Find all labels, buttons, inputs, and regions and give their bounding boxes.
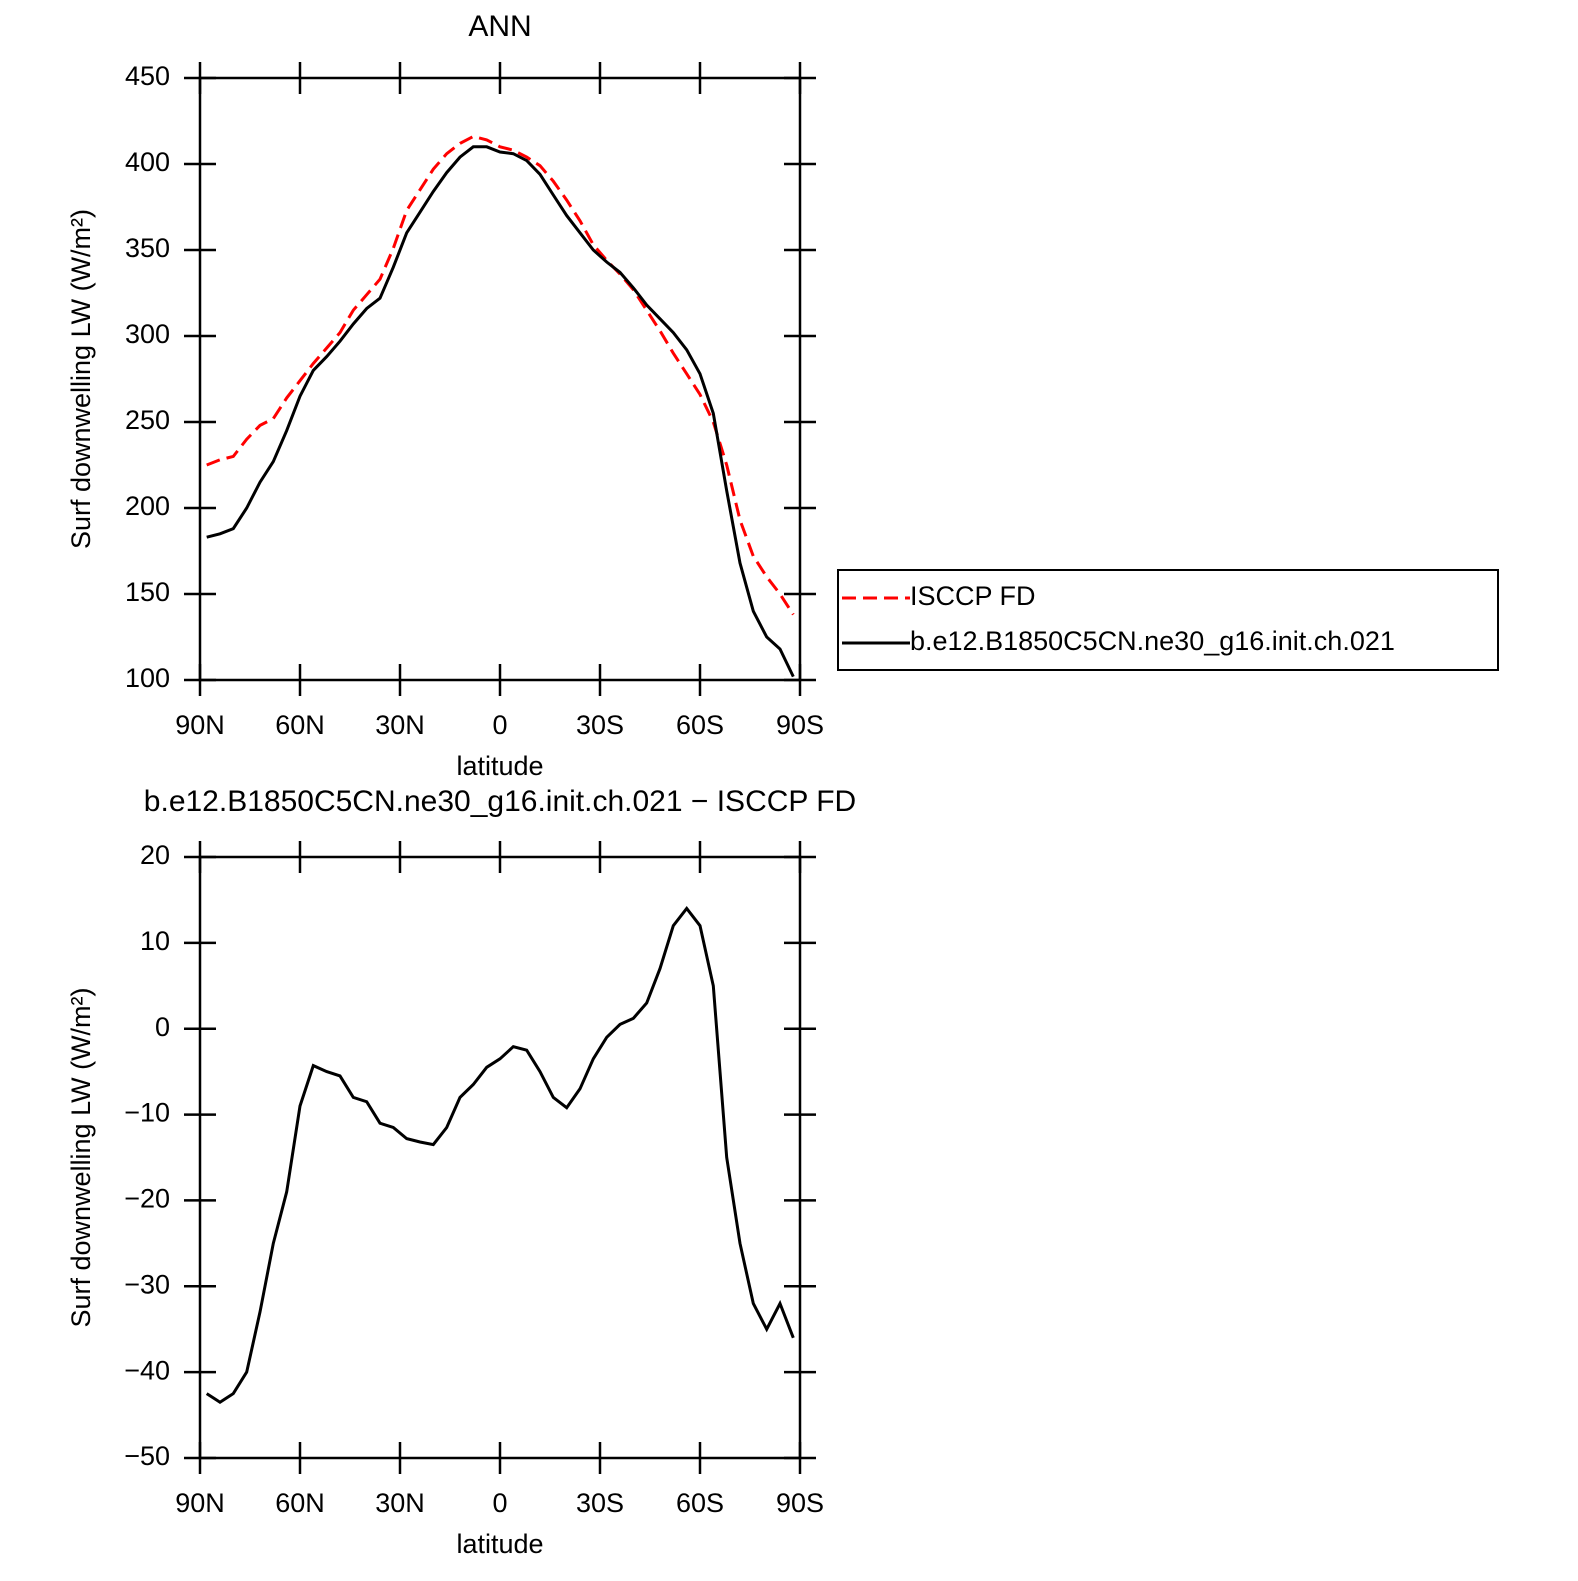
y-tick-label: −40 (124, 1355, 170, 1385)
y-axis-label: Surf downwelling LW (W/m²) (66, 209, 96, 549)
y-tick-label: 20 (140, 840, 170, 870)
legend-label: ISCCP FD (910, 581, 1036, 611)
x-axis-label: latitude (456, 751, 543, 781)
y-tick-label: 200 (125, 491, 170, 521)
plot-frame (198, 855, 802, 1460)
y-tick-label: 150 (125, 577, 170, 607)
x-tick-label: 30S (576, 1488, 624, 1518)
x-tick-label: 30S (576, 710, 624, 740)
chart-title: b.e12.B1850C5CN.ne30_g16.init.ch.021 − I… (144, 785, 856, 818)
y-tick-label: 350 (125, 233, 170, 263)
plot-frame (198, 76, 802, 682)
y-tick-label: 400 (125, 147, 170, 177)
y-tick-label: −20 (124, 1184, 170, 1214)
y-tick-label: 100 (125, 663, 170, 693)
x-tick-label: 0 (492, 1488, 507, 1518)
x-tick-label: 90S (776, 710, 824, 740)
y-tick-label: 0 (155, 1012, 170, 1042)
x-tick-label: 60N (275, 1488, 325, 1518)
x-tick-label: 30N (375, 1488, 425, 1518)
legend-box (837, 569, 1499, 671)
y-tick-label: 300 (125, 319, 170, 349)
y-tick-label: −50 (124, 1441, 170, 1471)
y-tick-label: 10 (140, 926, 170, 956)
x-tick-label: 90N (175, 710, 225, 740)
data-line (206, 134, 795, 616)
x-tick-label: 90S (776, 1488, 824, 1518)
y-tick-label: −10 (124, 1098, 170, 1128)
y-tick-label: 250 (125, 405, 170, 435)
legend-label: b.e12.B1850C5CN.ne30_g16.init.ch.021 (910, 626, 1395, 656)
y-tick-label: −30 (124, 1269, 170, 1299)
x-axis-label: latitude (456, 1529, 543, 1559)
x-tick-label: 90N (175, 1488, 225, 1518)
x-tick-label: 0 (492, 710, 507, 740)
data-line (205, 906, 795, 1404)
y-tick-label: 450 (125, 61, 170, 91)
x-tick-label: 60S (676, 710, 724, 740)
y-axis-label: Surf downwelling LW (W/m²) (66, 987, 96, 1327)
x-tick-label: 60N (275, 710, 325, 740)
data-line (206, 145, 795, 678)
x-tick-label: 30N (375, 710, 425, 740)
chart-title: ANN (468, 10, 531, 43)
x-tick-label: 60S (676, 1488, 724, 1518)
